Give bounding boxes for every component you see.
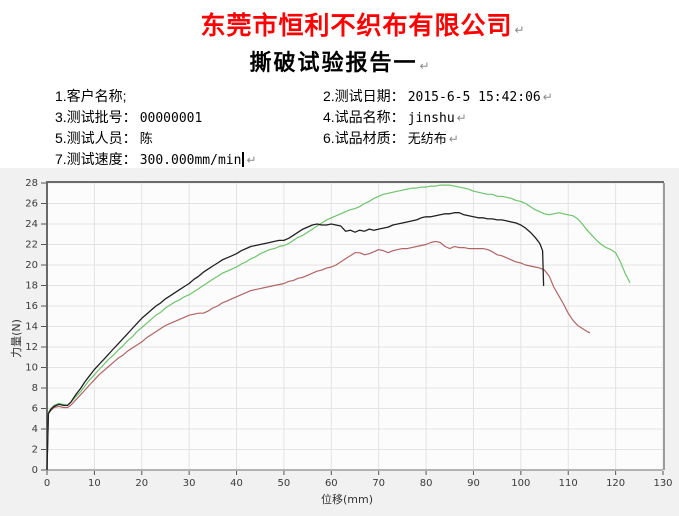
paragraph-mark-icon: ↵ (514, 23, 525, 37)
field-test-batch: 3.测试批号： 00000001 (55, 107, 323, 127)
field-value: 2015-6-5 15:42:06 (407, 89, 541, 105)
report-title-line: 撕破试验报告一 ↵ (0, 45, 679, 77)
field-value: 无纺布 (407, 131, 447, 147)
svg-text:28: 28 (25, 178, 38, 189)
field-value: 陈 (139, 131, 153, 147)
svg-text:40: 40 (230, 478, 243, 489)
field-value: 00000001 (139, 110, 203, 126)
paragraph-mark-icon: ↵ (419, 59, 430, 73)
paragraph-mark-icon: ↵ (448, 131, 459, 146)
text-caret (242, 151, 245, 167)
svg-text:30: 30 (183, 478, 196, 489)
paragraph-mark-icon: ↵ (456, 110, 467, 125)
svg-text:50: 50 (278, 478, 291, 489)
svg-text:26: 26 (25, 199, 38, 210)
field-sample-name: 4.试品名称： jinshu ↵ (323, 107, 655, 127)
field-label: 1.客户名称; (55, 87, 127, 104)
svg-text:10: 10 (25, 363, 38, 374)
field-label: 6.试品材质： (323, 129, 405, 146)
field-label: 3.测试批号： (55, 108, 137, 125)
svg-text:90: 90 (467, 478, 480, 489)
test-info-form: 1.客户名称; 2.测试日期： 2015-6-5 15:42:06 ↵ 3.测试批号… (55, 85, 655, 170)
field-value: jinshu (407, 110, 455, 126)
force-displacement-chart: 0 10 20 30 40 50 60 70 80 90 100 110 120 130024681012… (0, 168, 679, 516)
field-sample-material: 6.试品材质： 无纺布 ↵ (323, 128, 655, 148)
test-speed-input[interactable]: 300.000mm/min (139, 152, 242, 170)
field-label: 2.测试日期： (323, 87, 405, 104)
svg-text:60: 60 (325, 478, 338, 489)
company-title-line: 东莞市恒利不织布有限公司 ↵ (0, 6, 679, 42)
svg-text:4: 4 (32, 424, 38, 435)
svg-text:0: 0 (44, 478, 50, 489)
company-title: 东莞市恒利不织布有限公司 (200, 12, 513, 40)
svg-text:110: 110 (559, 478, 578, 489)
svg-text:12: 12 (25, 342, 38, 353)
svg-text:70: 70 (372, 478, 385, 489)
svg-text:10: 10 (88, 478, 101, 489)
paragraph-mark-icon: ↵ (542, 89, 553, 104)
svg-text:120: 120 (606, 478, 625, 489)
document-header: 东莞市恒利不织布有限公司 ↵ 撕破试验报告一 ↵ 1.客户名称; 2.测试日期： 20… (0, 0, 679, 170)
field-test-operator: 5.测试人员：陈 (55, 128, 323, 148)
svg-text:24: 24 (25, 219, 38, 230)
field-label: 4.试品名称： (323, 108, 405, 125)
svg-text:130: 130 (653, 478, 672, 489)
paragraph-mark-icon: ↵ (246, 152, 257, 167)
svg-text:100: 100 (511, 478, 530, 489)
svg-text:位移(mm): 位移(mm) (321, 492, 373, 506)
field-label: 7.测试速度： (55, 150, 137, 167)
field-test-date: 2.测试日期： 2015-6-5 15:42:06 ↵ (323, 86, 655, 106)
svg-text:8: 8 (32, 383, 38, 394)
svg-text:16: 16 (25, 301, 38, 312)
svg-text:80: 80 (420, 478, 433, 489)
field-test-speed: 7.测试速度： 300.000mm/min ↵ (55, 149, 323, 170)
svg-text:18: 18 (25, 281, 38, 292)
svg-text:6: 6 (32, 404, 38, 415)
field-label: 5.测试人员： (55, 129, 137, 146)
svg-text:20: 20 (25, 260, 38, 271)
svg-text:22: 22 (25, 240, 38, 251)
svg-text:14: 14 (25, 322, 38, 333)
report-title: 撕破试验报告一 (249, 50, 418, 75)
svg-text:0: 0 (32, 465, 38, 476)
field-customer-name: 1.客户名称; (55, 86, 323, 106)
svg-text:2: 2 (32, 445, 38, 456)
chart-region: 0 10 20 30 40 50 60 70 80 90 100 110 120 130 0 2 4 6 8 10 12… (0, 168, 679, 516)
svg-text:力量(N): 力量(N) (10, 319, 23, 358)
svg-text:20: 20 (135, 478, 148, 489)
